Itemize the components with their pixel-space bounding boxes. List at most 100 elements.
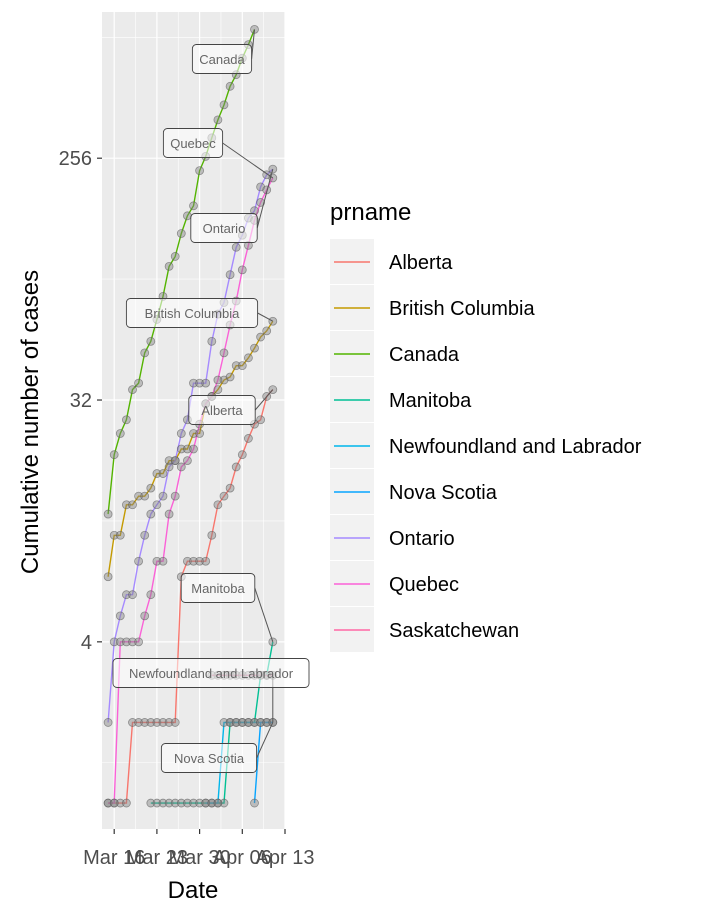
data-point bbox=[213, 385, 223, 394]
data-point bbox=[146, 590, 156, 600]
data-point bbox=[189, 378, 198, 388]
series-label: Ontario bbox=[203, 221, 246, 236]
data-point bbox=[213, 500, 223, 510]
data-point bbox=[256, 332, 266, 342]
data-point bbox=[134, 556, 144, 566]
data-point bbox=[237, 718, 247, 727]
data-point bbox=[109, 798, 119, 808]
legend-label: Alberta bbox=[389, 252, 453, 274]
data-point bbox=[176, 444, 186, 454]
data-point bbox=[189, 429, 198, 438]
series-line bbox=[108, 389, 274, 804]
series-label-box bbox=[191, 44, 253, 74]
data-point bbox=[207, 798, 217, 808]
data-point bbox=[103, 572, 113, 582]
data-point bbox=[219, 348, 229, 358]
data-point bbox=[170, 718, 180, 727]
data-point bbox=[152, 469, 162, 478]
series-label: Manitoba bbox=[191, 581, 245, 596]
data-point bbox=[237, 361, 247, 371]
x-tick-label: Mar 23 bbox=[126, 847, 188, 869]
data-point bbox=[158, 556, 168, 566]
series-label-box bbox=[125, 298, 259, 328]
data-point bbox=[213, 115, 223, 125]
data-point bbox=[189, 444, 198, 454]
data-point bbox=[146, 336, 156, 346]
legend-title: prname bbox=[330, 199, 411, 226]
data-point bbox=[115, 798, 125, 808]
data-point bbox=[195, 556, 205, 566]
data-point bbox=[182, 211, 192, 221]
series-label: Newfoundland and Labrador bbox=[129, 666, 294, 681]
data-point bbox=[128, 500, 137, 510]
data-point bbox=[250, 718, 259, 727]
legend-label: British Columbia bbox=[389, 298, 535, 320]
data-point bbox=[262, 718, 272, 727]
data-point bbox=[103, 509, 113, 519]
y-axis-title: Cumulative number of cases bbox=[17, 270, 44, 574]
series-label-box bbox=[180, 573, 256, 603]
data-point bbox=[115, 530, 125, 540]
legend-label: Quebec bbox=[389, 574, 459, 596]
legend-label: Canada bbox=[389, 344, 460, 366]
data-point bbox=[201, 378, 211, 388]
data-point bbox=[134, 491, 144, 501]
data-point bbox=[243, 353, 253, 363]
y-tick-label: 256 bbox=[59, 148, 92, 170]
data-point bbox=[207, 530, 217, 540]
data-point bbox=[122, 590, 131, 600]
series-label: Canada bbox=[199, 52, 245, 67]
series-label-box bbox=[162, 128, 224, 158]
data-point bbox=[225, 483, 235, 493]
series-label: Quebec bbox=[170, 136, 216, 151]
data-point bbox=[219, 100, 229, 110]
data-point bbox=[182, 456, 192, 466]
data-point bbox=[103, 798, 113, 808]
data-point bbox=[231, 718, 241, 727]
data-point bbox=[164, 509, 174, 519]
data-point bbox=[189, 798, 198, 808]
data-point bbox=[195, 378, 205, 388]
data-point bbox=[201, 798, 211, 808]
label-connector bbox=[257, 312, 274, 322]
data-point bbox=[103, 718, 113, 727]
data-point bbox=[243, 718, 253, 727]
series-label-box bbox=[112, 658, 310, 688]
data-point bbox=[256, 718, 266, 727]
data-point bbox=[225, 718, 235, 727]
data-point bbox=[201, 556, 211, 566]
data-point bbox=[146, 483, 156, 493]
data-point bbox=[122, 637, 131, 647]
data-point bbox=[189, 556, 198, 566]
label-connector bbox=[256, 169, 274, 229]
data-point bbox=[164, 718, 174, 727]
data-point bbox=[128, 637, 137, 647]
data-point bbox=[115, 611, 125, 621]
series-line bbox=[107, 320, 274, 577]
legend-label: Newfoundland and Labrador bbox=[389, 436, 642, 458]
data-point bbox=[225, 81, 235, 91]
data-point bbox=[195, 166, 205, 176]
data-point bbox=[158, 469, 168, 478]
data-point bbox=[182, 556, 192, 566]
data-point bbox=[115, 429, 125, 438]
data-point bbox=[213, 798, 223, 808]
series-line bbox=[108, 177, 274, 804]
data-point bbox=[231, 462, 241, 472]
data-point bbox=[146, 718, 156, 727]
data-point bbox=[195, 429, 205, 438]
data-point bbox=[176, 429, 186, 438]
data-point bbox=[158, 798, 168, 808]
label-connector bbox=[254, 587, 274, 642]
data-point bbox=[176, 229, 186, 238]
x-tick-label: Mar 30 bbox=[168, 847, 230, 869]
legend-label: Nova Scotia bbox=[389, 482, 498, 504]
data-point bbox=[152, 718, 162, 727]
data-point bbox=[231, 242, 241, 252]
series-label-box bbox=[190, 213, 258, 243]
label-connector bbox=[256, 722, 274, 759]
y-tick-label: 4 bbox=[81, 632, 92, 654]
legend-label: Ontario bbox=[389, 528, 455, 550]
data-point bbox=[115, 637, 125, 647]
